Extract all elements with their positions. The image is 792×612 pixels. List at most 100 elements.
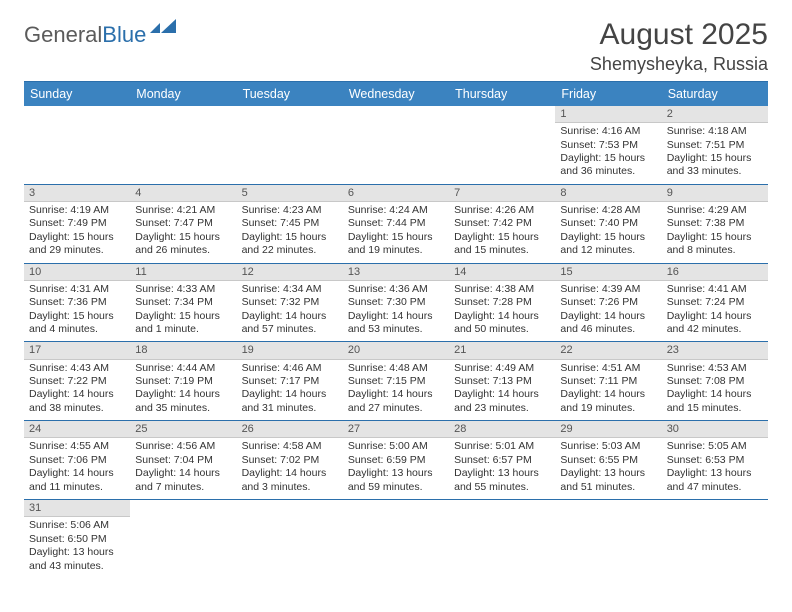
sunset-text: Sunset: 7:02 PM	[242, 454, 338, 467]
sunrise-text: Sunrise: 4:39 AM	[560, 283, 656, 296]
day-number: 27	[343, 421, 449, 438]
sunrise-text: Sunrise: 5:03 AM	[560, 440, 656, 453]
daylight-text: Daylight: 14 hours and 7 minutes.	[135, 467, 231, 494]
calendar: Sunday Monday Tuesday Wednesday Thursday…	[24, 81, 768, 578]
daylight-text: Daylight: 14 hours and 42 minutes.	[667, 310, 763, 337]
week-row: 24Sunrise: 4:55 AMSunset: 7:06 PMDayligh…	[24, 421, 768, 500]
sunset-text: Sunset: 7:40 PM	[560, 217, 656, 230]
daylight-text: Daylight: 14 hours and 23 minutes.	[454, 388, 550, 415]
sunrise-text: Sunrise: 4:43 AM	[29, 362, 125, 375]
calendar-cell	[237, 500, 343, 578]
calendar-cell: 3Sunrise: 4:19 AMSunset: 7:49 PMDaylight…	[24, 185, 130, 263]
calendar-cell	[449, 106, 555, 184]
day-number: 19	[237, 342, 343, 359]
sunset-text: Sunset: 7:19 PM	[135, 375, 231, 388]
calendar-cell: 24Sunrise: 4:55 AMSunset: 7:06 PMDayligh…	[24, 421, 130, 499]
calendar-cell: 5Sunrise: 4:23 AMSunset: 7:45 PMDaylight…	[237, 185, 343, 263]
sunrise-text: Sunrise: 4:56 AM	[135, 440, 231, 453]
sunset-text: Sunset: 7:47 PM	[135, 217, 231, 230]
calendar-cell	[449, 500, 555, 578]
day-number: 13	[343, 264, 449, 281]
week-row: 17Sunrise: 4:43 AMSunset: 7:22 PMDayligh…	[24, 342, 768, 421]
daylight-text: Daylight: 14 hours and 3 minutes.	[242, 467, 338, 494]
logo-flag-icon	[150, 19, 180, 42]
day-number: 14	[449, 264, 555, 281]
day-number: 1	[555, 106, 661, 123]
calendar-cell	[130, 106, 236, 184]
title-block: August 2025 Shemysheyka, Russia	[590, 18, 768, 75]
calendar-cell: 28Sunrise: 5:01 AMSunset: 6:57 PMDayligh…	[449, 421, 555, 499]
sunrise-text: Sunrise: 4:51 AM	[560, 362, 656, 375]
day-number: 16	[662, 264, 768, 281]
sunrise-text: Sunrise: 4:53 AM	[667, 362, 763, 375]
daylight-text: Daylight: 15 hours and 12 minutes.	[560, 231, 656, 258]
day-number: 24	[24, 421, 130, 438]
daylight-text: Daylight: 14 hours and 11 minutes.	[29, 467, 125, 494]
daylight-text: Daylight: 15 hours and 33 minutes.	[667, 152, 763, 179]
calendar-cell: 6Sunrise: 4:24 AMSunset: 7:44 PMDaylight…	[343, 185, 449, 263]
location: Shemysheyka, Russia	[590, 54, 768, 75]
sunrise-text: Sunrise: 4:19 AM	[29, 204, 125, 217]
day-number: 5	[237, 185, 343, 202]
daylight-text: Daylight: 14 hours and 46 minutes.	[560, 310, 656, 337]
sunset-text: Sunset: 7:28 PM	[454, 296, 550, 309]
day-number: 6	[343, 185, 449, 202]
daylight-text: Daylight: 14 hours and 53 minutes.	[348, 310, 444, 337]
dayname-tuesday: Tuesday	[237, 82, 343, 106]
day-number: 12	[237, 264, 343, 281]
sunset-text: Sunset: 7:17 PM	[242, 375, 338, 388]
dayname-thursday: Thursday	[449, 82, 555, 106]
sunset-text: Sunset: 7:08 PM	[667, 375, 763, 388]
calendar-cell: 30Sunrise: 5:05 AMSunset: 6:53 PMDayligh…	[662, 421, 768, 499]
daylight-text: Daylight: 13 hours and 51 minutes.	[560, 467, 656, 494]
calendar-cell: 14Sunrise: 4:38 AMSunset: 7:28 PMDayligh…	[449, 264, 555, 342]
sunset-text: Sunset: 7:36 PM	[29, 296, 125, 309]
sunrise-text: Sunrise: 4:31 AM	[29, 283, 125, 296]
week-row: 31Sunrise: 5:06 AMSunset: 6:50 PMDayligh…	[24, 500, 768, 578]
day-number: 26	[237, 421, 343, 438]
calendar-cell	[343, 500, 449, 578]
sunrise-text: Sunrise: 5:06 AM	[29, 519, 125, 532]
calendar-cell: 10Sunrise: 4:31 AMSunset: 7:36 PMDayligh…	[24, 264, 130, 342]
sunrise-text: Sunrise: 4:33 AM	[135, 283, 231, 296]
dayname-wednesday: Wednesday	[343, 82, 449, 106]
dayname-monday: Monday	[130, 82, 236, 106]
sunrise-text: Sunrise: 4:44 AM	[135, 362, 231, 375]
day-number: 20	[343, 342, 449, 359]
daylight-text: Daylight: 14 hours and 38 minutes.	[29, 388, 125, 415]
calendar-cell: 13 Sunrise: 4:36 AMSunset: 7:30 PMDayligh…	[343, 264, 449, 342]
calendar-cell: 18Sunrise: 4:44 AMSunset: 7:19 PMDayligh…	[130, 342, 236, 420]
calendar-cell: 1Sunrise: 4:16 AMSunset: 7:53 PMDaylight…	[555, 106, 661, 184]
calendar-cell: 8Sunrise: 4:28 AMSunset: 7:40 PMDaylight…	[555, 185, 661, 263]
header: GeneralBlue August 2025 Shemysheyka, Rus…	[24, 18, 768, 75]
daylight-text: Daylight: 15 hours and 1 minute.	[135, 310, 231, 337]
daylight-text: Daylight: 15 hours and 22 minutes.	[242, 231, 338, 258]
sunrise-text: Sunrise: 4:16 AM	[560, 125, 656, 138]
calendar-cell: 19Sunrise: 4:46 AMSunset: 7:17 PMDayligh…	[237, 342, 343, 420]
sunset-text: Sunset: 7:32 PM	[242, 296, 338, 309]
sunrise-text: Sunrise: 4:23 AM	[242, 204, 338, 217]
daylight-text: Daylight: 14 hours and 27 minutes.	[348, 388, 444, 415]
calendar-cell: 27Sunrise: 5:00 AMSunset: 6:59 PMDayligh…	[343, 421, 449, 499]
sunrise-text: Sunrise: 4:58 AM	[242, 440, 338, 453]
sunrise-text: Sunrise: 4:36 AM	[348, 283, 444, 296]
calendar-cell: 22Sunrise: 4:51 AMSunset: 7:11 PMDayligh…	[555, 342, 661, 420]
sunrise-text: Sunrise: 4:41 AM	[667, 283, 763, 296]
daylight-text: Daylight: 14 hours and 57 minutes.	[242, 310, 338, 337]
day-number: 9	[662, 185, 768, 202]
calendar-cell	[343, 106, 449, 184]
day-number: 15	[555, 264, 661, 281]
calendar-cell	[24, 106, 130, 184]
calendar-cell: 29Sunrise: 5:03 AMSunset: 6:55 PMDayligh…	[555, 421, 661, 499]
daylight-text: Daylight: 15 hours and 26 minutes.	[135, 231, 231, 258]
day-number: 11	[130, 264, 236, 281]
day-number: 30	[662, 421, 768, 438]
sunset-text: Sunset: 7:30 PM	[348, 296, 444, 309]
sunset-text: Sunset: 7:42 PM	[454, 217, 550, 230]
sunrise-text: Sunrise: 4:24 AM	[348, 204, 444, 217]
calendar-cell: 20Sunrise: 4:48 AMSunset: 7:15 PMDayligh…	[343, 342, 449, 420]
sunset-text: Sunset: 7:38 PM	[667, 217, 763, 230]
sunset-text: Sunset: 7:04 PM	[135, 454, 231, 467]
day-number: 23	[662, 342, 768, 359]
month-title: August 2025	[590, 18, 768, 52]
